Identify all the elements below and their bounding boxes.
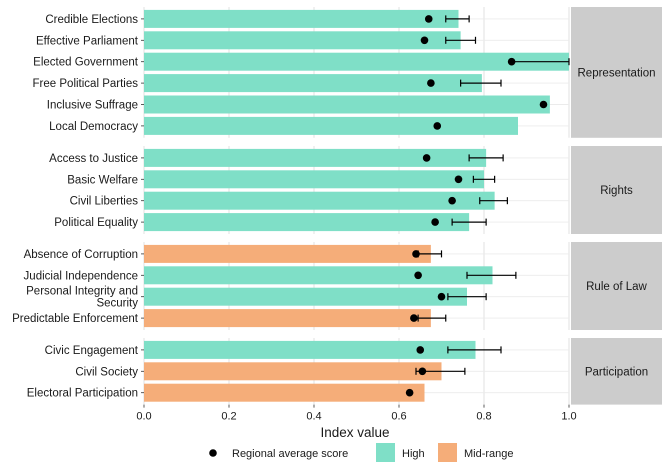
bar-predictable-enforcement [144,309,431,328]
x-axis-title: Index value [320,425,389,440]
bar-electoral-participation [144,383,425,402]
bar-civil-society [144,362,442,381]
category-label-electoral-participation: Electoral Participation [27,388,138,400]
bar-local-democracy [144,116,518,135]
avg-point-credible-elections [424,15,433,23]
bar-personal-integrity-and-security [144,287,467,306]
bar-elected-government [144,52,569,71]
bar-judicial-independence [144,266,493,285]
avg-point-inclusive-suffrage [539,100,548,109]
category-label-local-democracy: Local Democracy [49,121,138,133]
x-tick-label: 0.2 [221,411,236,423]
category-label-civil-society: Civil Society [75,366,138,378]
category-label-judicial-independence: Judicial Independence [24,270,138,282]
facet-strip-rights [571,146,662,234]
category-label-political-equality: Political Equality [54,217,138,229]
avg-point-elected-government [507,57,516,66]
legend-swatch-mid-range [438,443,457,462]
panel-representation [144,7,569,138]
avg-point-local-democracy [433,122,442,130]
x-tick-label: 0.0 [136,411,151,423]
legend: Regional average score High Mid-range [209,443,514,462]
avg-point-absence-of-corruption [412,250,420,258]
x-tick-label: 0.4 [306,411,321,423]
facet-strip-rule-of-law [571,242,662,330]
x-tick-label: 1.0 [561,411,576,423]
facet-strip-representation [571,7,662,138]
category-label-personal-integrity-and-security: Personal Integrity and Security [26,286,138,310]
avg-point-civil-society [418,367,427,376]
category-label-effective-parliament: Effective Parliament [36,35,139,47]
bar-free-political-parties [144,74,482,93]
bar-credible-elections [144,9,459,28]
category-label-predictable-enforcement: Predictable Enforcement [12,313,139,325]
bar-absence-of-corruption [144,244,431,263]
bar-effective-parliament [144,31,461,50]
x-tick-label: 0.8 [476,411,491,423]
legend-label-mid-range: Mid-range [464,448,514,460]
category-label-elected-government: Elected Government [33,57,139,69]
x-tick-label: 0.6 [391,411,406,423]
category-labels: Credible Elections Effective Parliament El… [12,14,144,400]
avg-point-civil-liberties [448,196,456,205]
category-label-free-political-parties: Free Political Parties [33,78,139,90]
facet-panels [143,7,570,405]
avg-point-judicial-independence [414,271,422,280]
bar-civil-liberties [144,191,495,210]
facet-label-participation: Participation [585,366,648,378]
category-label-credible-elections: Credible Elections [45,14,138,26]
facet-label-rights: Rights [600,185,633,197]
legend-point-icon [209,449,217,457]
facet-strip-participation [571,338,662,405]
avg-point-civic-engagement [416,346,425,354]
legend-point-label: Regional average score [232,448,348,460]
facet-label-rule-of-law: Rule of Law [586,281,647,293]
bar-inclusive-suffrage [144,95,550,114]
bar-access-to-justice [144,148,487,167]
facet-label-representation: Representation [578,67,656,79]
avg-point-basic-welfare [454,175,463,184]
category-label-civil-liberties: Civil Liberties [70,196,139,208]
category-label-basic-welfare: Basic Welfare [67,174,138,186]
avg-point-electoral-participation [405,388,414,397]
avg-point-free-political-parties [427,79,435,87]
category-label-absence-of-corruption: Absence of Corruption [24,249,138,261]
bar-political-equality [144,213,470,232]
avg-point-access-to-justice [422,154,431,162]
avg-point-political-equality [431,218,439,226]
facet-strips: Representation Rights Rule of Law Participa… [571,7,662,405]
bar-civic-engagement [144,340,476,359]
category-label-inclusive-suffrage: Inclusive Suffrage [47,100,138,112]
avg-point-effective-parliament [420,36,429,45]
legend-label-high: High [402,448,425,460]
x-axis: 0.0 0.2 0.4 0.6 0.8 1.0 [136,404,577,423]
avg-point-predictable-enforcement [410,314,418,322]
category-label-civic-engagement: Civic Engagement [45,345,139,357]
legend-swatch-high [376,443,395,462]
bar-basic-welfare [144,170,484,189]
avg-point-personal-integrity-and-security [437,292,446,301]
category-label-access-to-justice: Access to Justice [49,153,138,165]
